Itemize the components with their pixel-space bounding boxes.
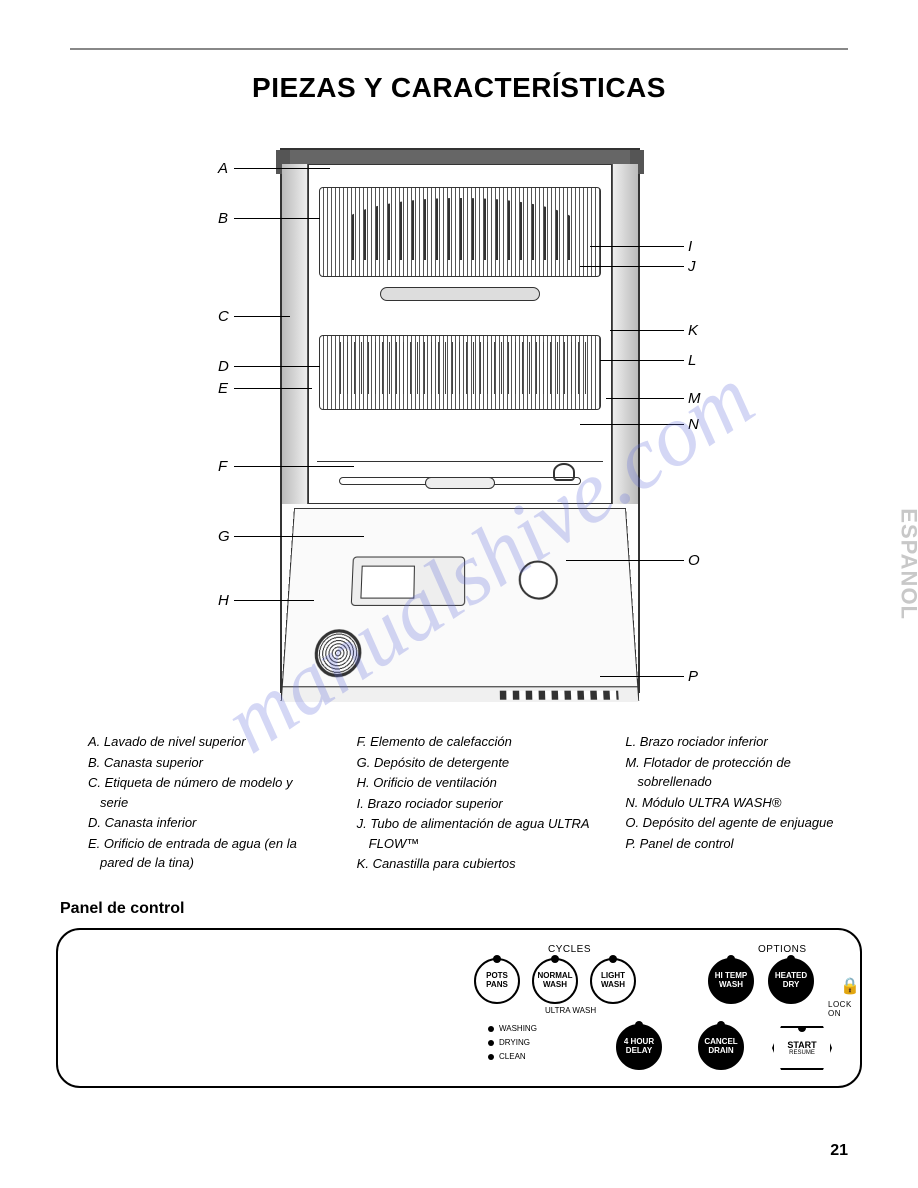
callout-I: I — [688, 238, 692, 255]
lower-rack — [319, 335, 601, 410]
callout-H: H — [218, 592, 229, 609]
legend-item: I. Brazo rociador superior — [357, 794, 590, 814]
control-panel: CYCLES OPTIONS ULTRA WASH POTS PANS NORM… — [56, 928, 862, 1088]
status-clean: CLEAN — [488, 1052, 526, 1061]
door-control-strip — [282, 686, 639, 702]
page-number: 21 — [830, 1142, 848, 1160]
label-ultra-wash: ULTRA WASH — [545, 1006, 596, 1015]
legend-item: G. Depósito de detergente — [357, 753, 590, 773]
legend-item: J. Tubo de alimentación de agua ULTRA FL… — [357, 814, 590, 853]
legend-item: C. Etiqueta de número de modelo y serie — [88, 773, 321, 812]
normal-wash-button[interactable]: NORMAL WASH — [532, 958, 578, 1004]
legend-item: B. Canasta superior — [88, 753, 321, 773]
callout-A: A — [218, 160, 228, 177]
light-wash-button[interactable]: LIGHT WASH — [590, 958, 636, 1004]
detergent-dispenser — [351, 557, 465, 606]
legend-item: K. Canastilla para cubiertos — [357, 854, 590, 874]
language-tab: ESPAÑOL — [896, 508, 918, 620]
legend-item: N. Módulo ULTRA WASH® — [625, 793, 858, 813]
legend-col-2: F. Elemento de calefacción G. Depósito d… — [357, 732, 590, 875]
callout-P: P — [688, 668, 698, 685]
callout-J: J — [688, 258, 696, 275]
label-options: OPTIONS — [758, 944, 807, 955]
callout-O: O — [688, 552, 700, 569]
label-lock-on: LOCK ON — [828, 1000, 860, 1018]
delay-button[interactable]: 4 HOUR DELAY — [616, 1024, 662, 1070]
callout-K: K — [688, 322, 698, 339]
delay-label: 4 HOUR DELAY — [618, 1038, 660, 1056]
heated-dry-label: HEATED DRY — [770, 972, 812, 990]
page-title: PIEZAS Y CARACTERÍSTICAS — [0, 72, 918, 104]
start-button[interactable]: START RESUME — [772, 1026, 832, 1070]
legend-item: E. Orificio de entrada de agua (en la pa… — [88, 834, 321, 873]
cancel-drain-button[interactable]: CANCEL DRAIN — [698, 1024, 744, 1070]
upper-spray-arm — [380, 287, 540, 301]
legend-col-3: L. Brazo rociador inferior M. Flotador d… — [625, 732, 858, 875]
pots-pans-label: POTS PANS — [476, 972, 518, 990]
upper-rack — [319, 187, 601, 277]
hi-temp-wash-button[interactable]: HI TEMP WASH — [708, 958, 754, 1004]
vent — [313, 629, 362, 677]
heated-dry-button[interactable]: HEATED DRY — [768, 958, 814, 1004]
callout-C: C — [218, 308, 229, 325]
callout-N: N — [688, 416, 699, 433]
cancel-label: CANCEL DRAIN — [700, 1038, 742, 1056]
legend-item: F. Elemento de calefacción — [357, 732, 590, 752]
status-drying: DRYING — [488, 1038, 530, 1047]
legend-item: M. Flotador de protección de sobrellenad… — [625, 753, 858, 792]
legend-item: O. Depósito del agente de enjuague — [625, 813, 858, 833]
legend-col-1: A. Lavado de nivel superior B. Canasta s… — [88, 732, 321, 875]
diagram-area: A B C D E F G H I J K L M N O P — [190, 140, 730, 710]
dishwasher-tub — [308, 164, 612, 504]
legend-item: D. Canasta inferior — [88, 813, 321, 833]
legend-item: L. Brazo rociador inferior — [625, 732, 858, 752]
callout-G: G — [218, 528, 230, 545]
callout-D: D — [218, 358, 229, 375]
light-wash-label: LIGHT WASH — [592, 972, 634, 990]
callout-E: E — [218, 380, 228, 397]
parts-legend: A. Lavado de nivel superior B. Canasta s… — [88, 732, 858, 875]
legend-item: A. Lavado de nivel superior — [88, 732, 321, 752]
callout-L: L — [688, 352, 696, 369]
callout-B: B — [218, 210, 228, 227]
resume-label: RESUME — [789, 1050, 815, 1056]
hi-temp-label: HI TEMP WASH — [710, 972, 752, 990]
top-rule — [70, 48, 848, 50]
legend-item: H. Orificio de ventilación — [357, 773, 590, 793]
callout-M: M — [688, 390, 701, 407]
normal-wash-label: NORMAL WASH — [534, 972, 576, 990]
label-cycles: CYCLES — [548, 944, 591, 955]
status-washing: WASHING — [488, 1024, 537, 1033]
callout-F: F — [218, 458, 227, 475]
lock-icon: 🔒 — [840, 976, 860, 996]
rinse-aid-dispenser — [518, 561, 558, 600]
legend-item: P. Panel de control — [625, 834, 858, 854]
pots-pans-button[interactable]: POTS PANS — [474, 958, 520, 1004]
panel-heading: Panel de control — [60, 900, 184, 918]
start-label: START — [787, 1040, 816, 1050]
dishwasher-illustration — [280, 148, 640, 693]
